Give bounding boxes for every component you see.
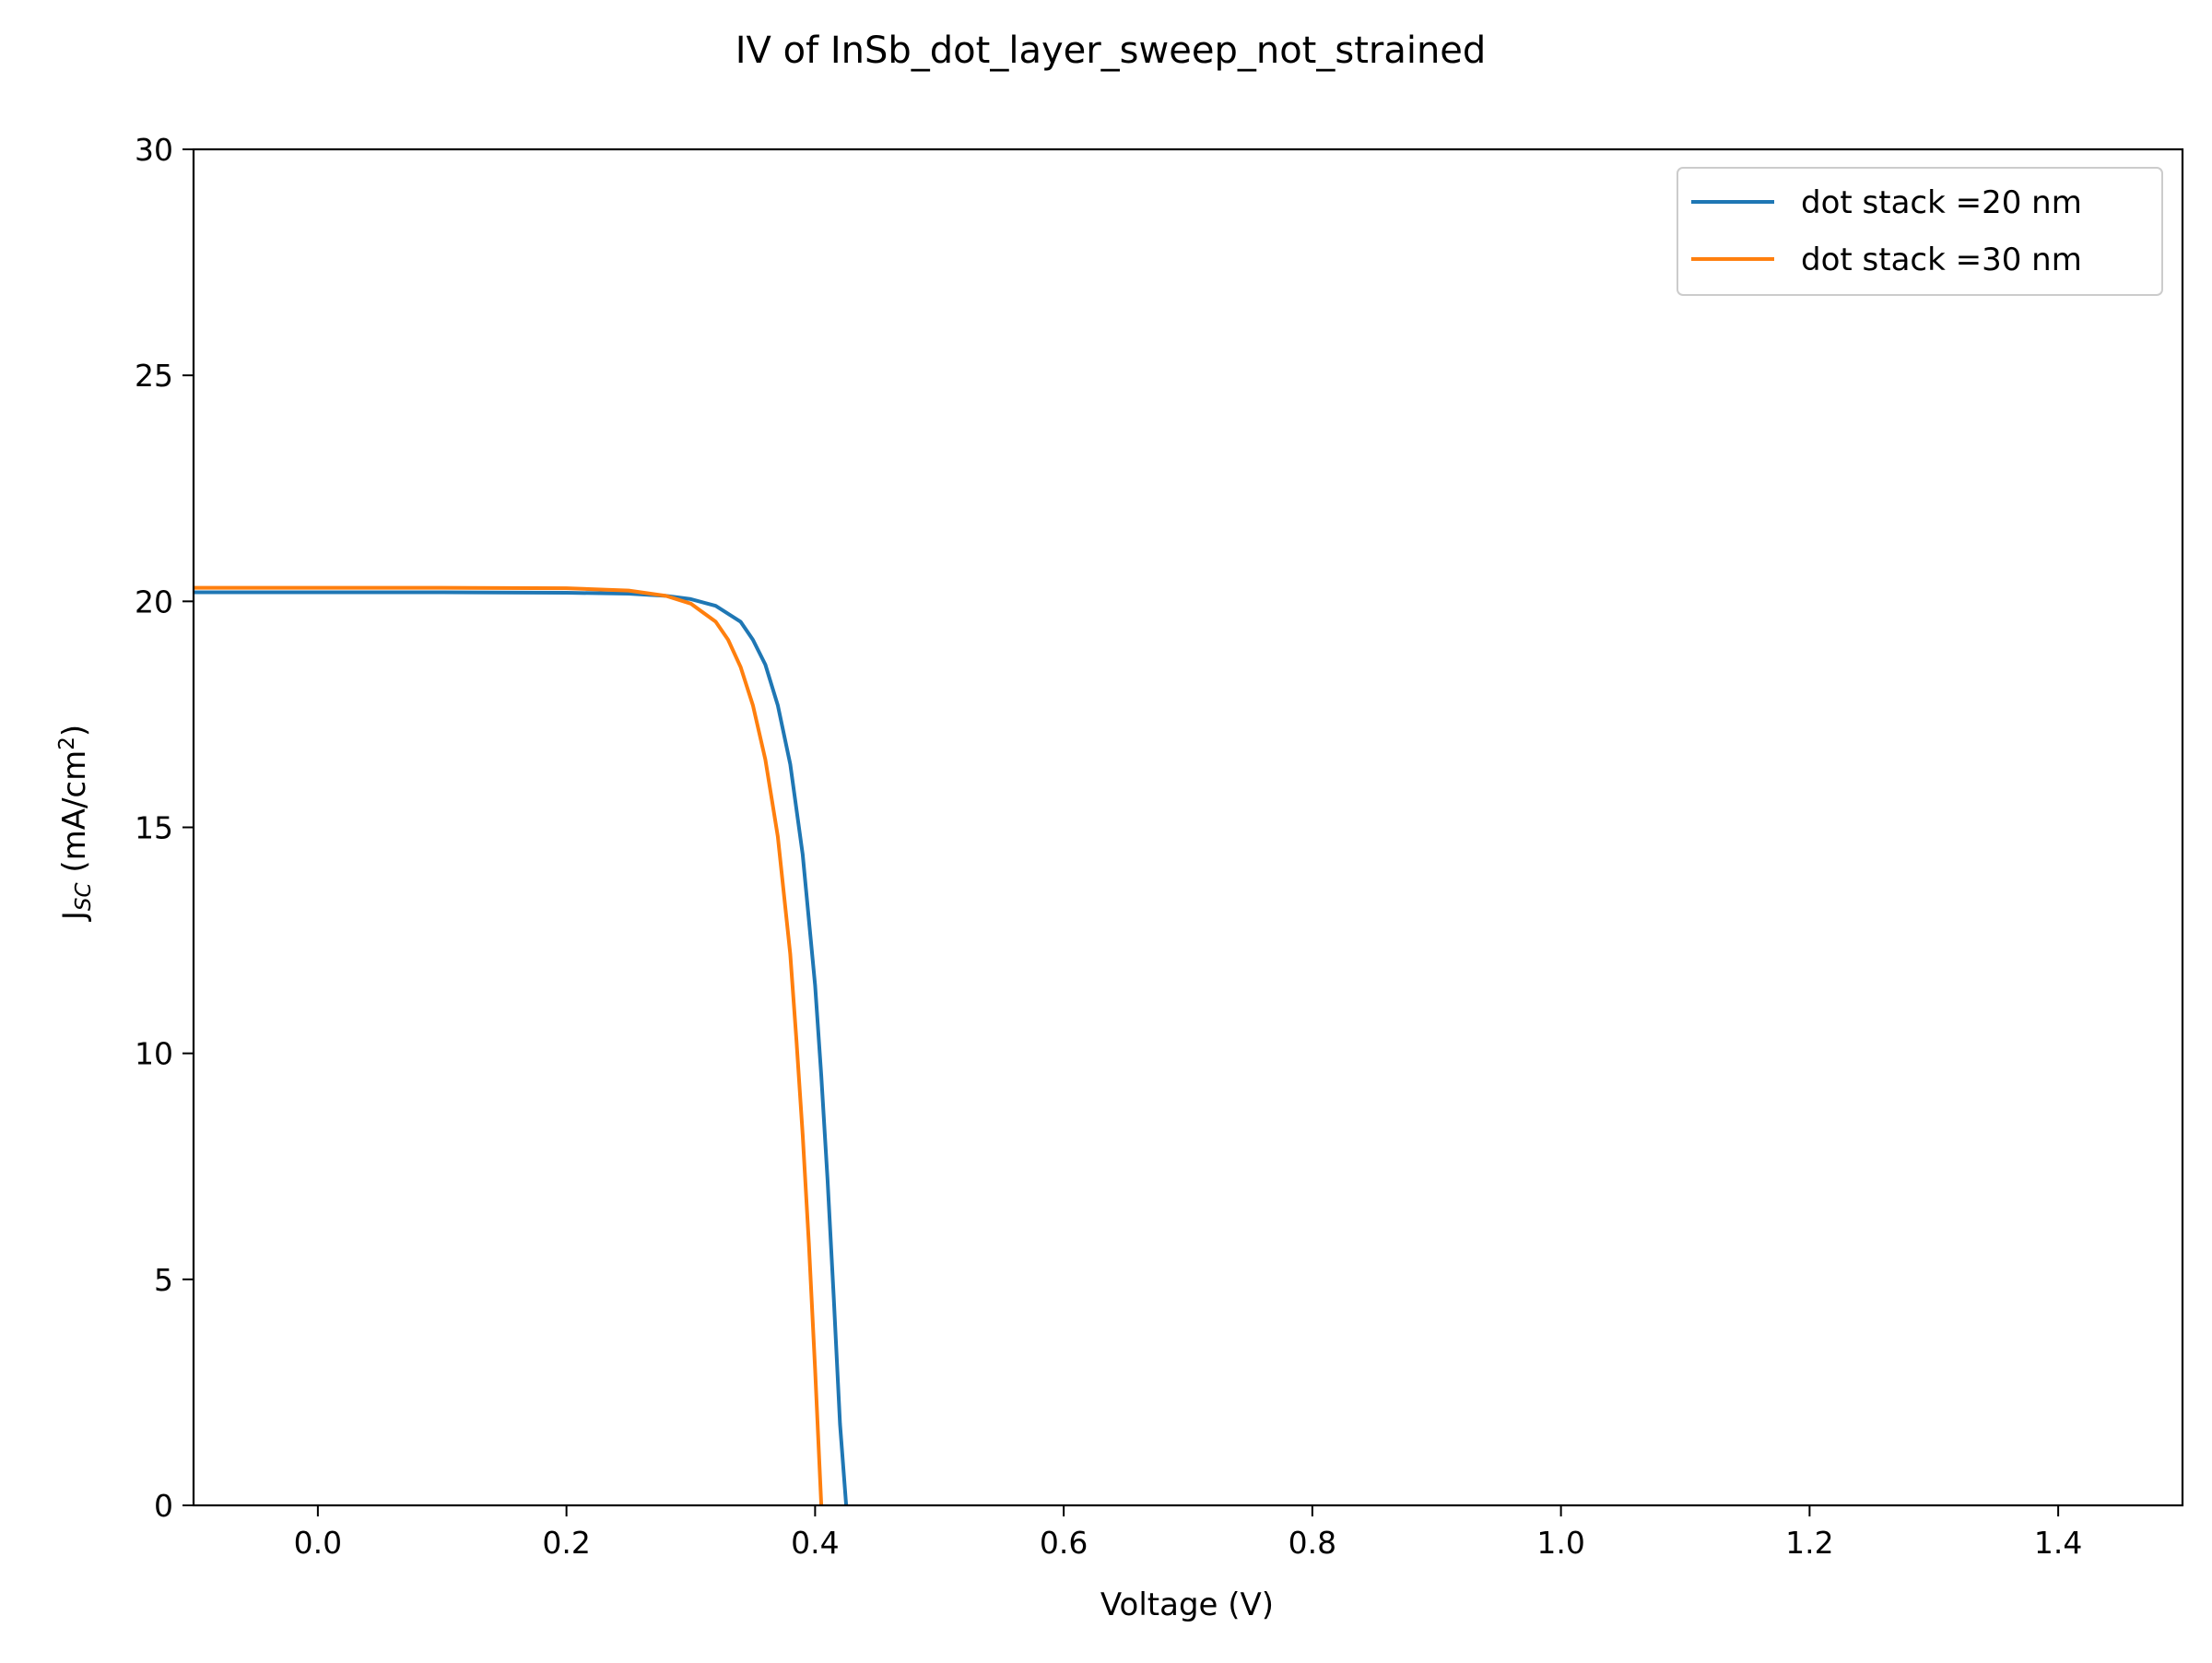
legend-label-dot-stack-20nm: dot stack =20 nm [1801,184,2082,221]
y-axis-label-units-prefix: (mA/cm [56,750,93,883]
x-tick-label: 0.8 [1288,1525,1336,1561]
legend-label-dot-stack-30nm: dot stack =30 nm [1801,242,2082,278]
y-tick-label: 15 [135,810,173,846]
x-tick-label: 0.4 [791,1525,839,1561]
legend-box [1677,167,2163,296]
x-tick-label: 1.2 [1785,1525,1833,1561]
chart-title: IV of InSb_dot_layer_sweep_not_strained [735,29,1487,72]
x-tick-label: 0.0 [294,1525,342,1561]
y-axis-label: JSC (mA/cm2) [55,725,96,922]
y-axis: 0 5 10 15 20 25 30 [135,132,194,1524]
y-tick-label: 0 [154,1488,173,1524]
y-tick-label: 5 [154,1262,173,1298]
y-tick-label: 25 [135,358,173,394]
y-tick-label: 20 [135,584,173,619]
x-axis: 0.0 0.2 0.4 0.6 0.8 1.0 1.2 1.4 [294,1505,2082,1561]
y-axis-label-units-suffix: ) [56,725,93,737]
series-line-dot-stack-30-nm [194,585,824,1506]
x-tick-label: 1.0 [1536,1525,1584,1561]
y-tick-label: 30 [135,132,173,168]
x-axis-label: Voltage (V) [1100,1586,1274,1623]
plot-area [192,147,2184,1507]
y-tick-label: 10 [135,1036,173,1072]
y-axis-label-subscript: SC [72,882,96,911]
y-axis-label-main: J [56,911,93,922]
series-layer [194,585,849,1506]
x-tick-label: 0.6 [1040,1525,1088,1561]
plot-background [194,149,2183,1505]
legend: dot stack =20 nm dot stack =30 nm [1677,167,2163,296]
y-axis-label-units-sup: 2 [55,737,79,750]
x-tick-label: 0.2 [542,1525,590,1561]
x-tick-label: 1.4 [2034,1525,2082,1561]
series-line-dot-stack-20-nm [194,590,849,1506]
